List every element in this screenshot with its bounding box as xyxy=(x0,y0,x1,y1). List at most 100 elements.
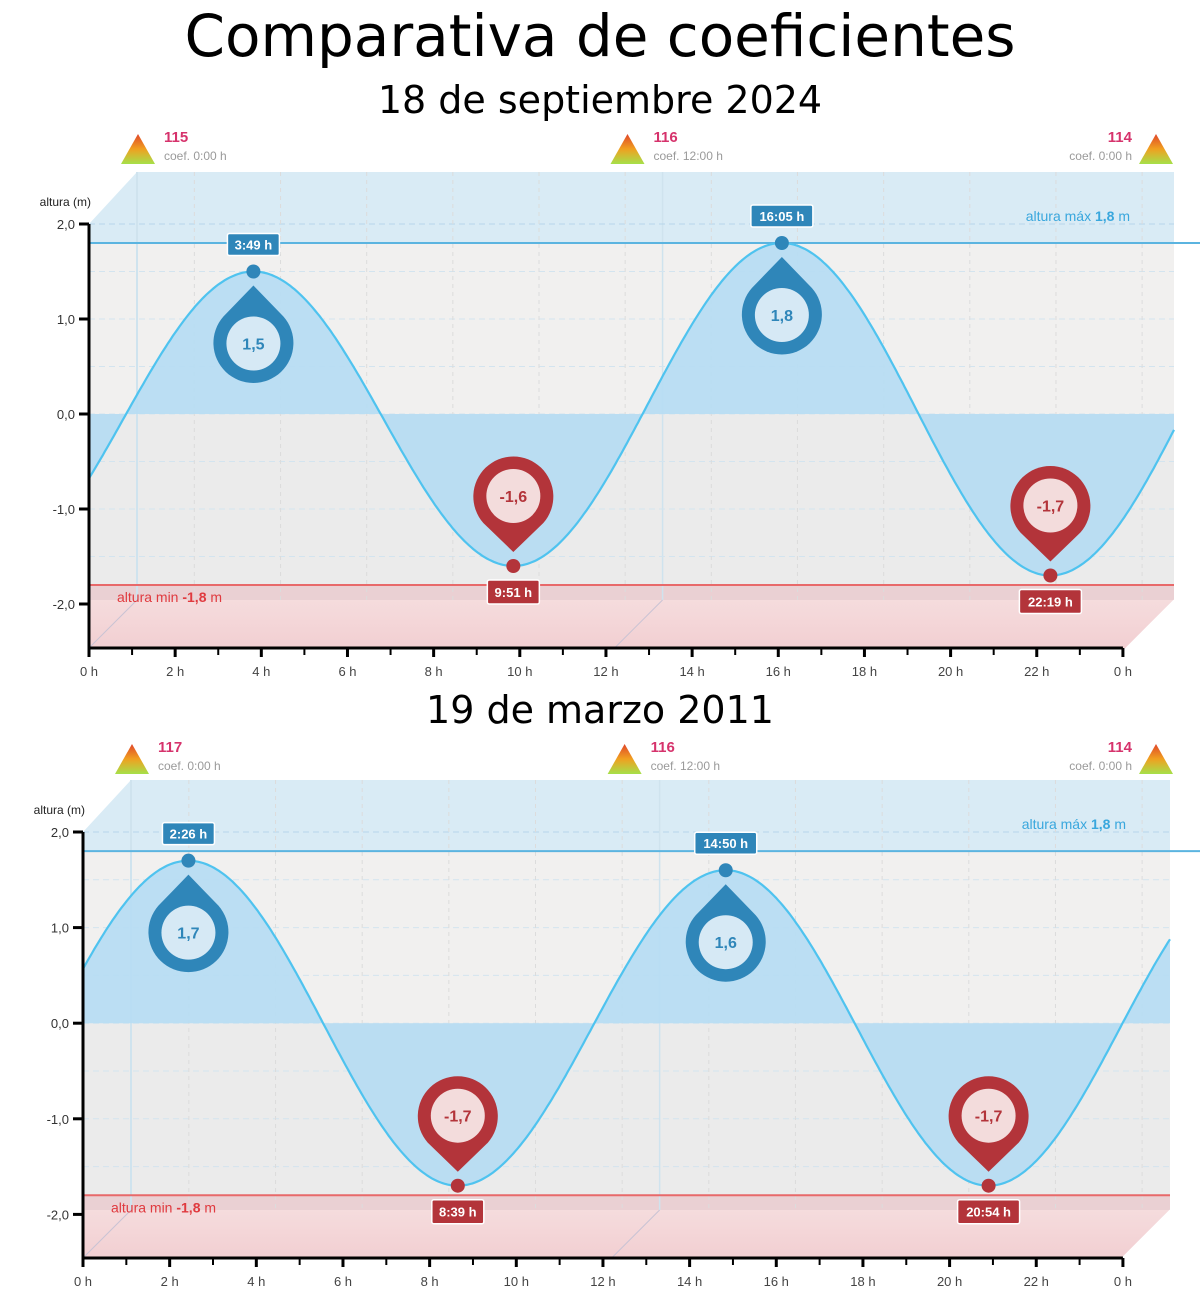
coefficient-value: 114 xyxy=(1108,739,1133,756)
time-badge xyxy=(956,1198,1021,1225)
coefficient-label: coef. 0:00 h xyxy=(1069,759,1132,773)
coefficient-triangle-icon xyxy=(610,134,645,164)
y-tick-label: -1,0 xyxy=(47,1112,69,1127)
x-tick-label: 14 h xyxy=(679,664,704,679)
perspective-line xyxy=(82,1209,132,1259)
page-title: Comparativa de coeficientes xyxy=(184,2,1016,70)
pin-inner xyxy=(1023,478,1078,533)
time-badge-text: 9:51 h xyxy=(495,585,533,600)
coefficient-label: coef. 12:00 h xyxy=(654,149,723,163)
time-badge xyxy=(431,1198,485,1225)
droplet-inner xyxy=(754,288,809,342)
tide-chart-1: altura máx 1,8 m altura min -1,8 m altura … xyxy=(40,129,1200,679)
y-axis-label: altura (m) xyxy=(40,195,91,209)
floor-plane xyxy=(83,1210,1170,1258)
x-tick-label: 0 h xyxy=(74,1274,92,1289)
x-tick-label: 2 h xyxy=(161,1274,179,1289)
time-badge xyxy=(750,204,814,228)
x-tick-label: 0 h xyxy=(80,664,98,679)
pin-inner xyxy=(961,1088,1016,1143)
y-tick-label: 2,0 xyxy=(57,217,75,232)
y-tick-label: 1,0 xyxy=(51,921,69,936)
y-tick-label: 1,0 xyxy=(57,312,75,327)
x-tick-label: 12 h xyxy=(590,1274,615,1289)
time-badge-text: 8:39 h xyxy=(439,1205,477,1220)
high-tide-marker: 16:05 h 1,8 xyxy=(741,204,822,355)
tide-chart-2: altura máx 1,8 m altura min -1,8 m altura … xyxy=(34,739,1200,1289)
min-zone-band xyxy=(89,585,1174,600)
max-height-label: altura máx 1,8 m xyxy=(1026,208,1130,224)
x-tick-label: 10 h xyxy=(504,1274,529,1289)
min-height-label: altura min -1,8 m xyxy=(111,1199,216,1215)
time-badge-text: 20:54 h xyxy=(966,1205,1011,1220)
time-badge xyxy=(486,579,541,605)
x-tick-label: 20 h xyxy=(937,1274,962,1289)
perspective-line xyxy=(1125,599,1175,649)
y-tick-label: 0,0 xyxy=(57,407,75,422)
extreme-dot xyxy=(718,863,733,878)
high-tide-marker: 2:26 h 1,7 xyxy=(148,821,229,973)
floor-plane xyxy=(89,600,1174,648)
time-badge xyxy=(226,232,281,257)
x-tick-label: 16 h xyxy=(764,1274,789,1289)
perspective-line xyxy=(88,599,138,649)
coefficient-label: coef. 0:00 h xyxy=(1069,149,1132,163)
low-tide-marker: -1,7 20:54 h xyxy=(948,1076,1029,1225)
x-tick-label: 2 h xyxy=(166,664,184,679)
y-tick-label: -2,0 xyxy=(47,1207,69,1222)
droplet-inner xyxy=(698,915,753,970)
time-badge xyxy=(693,831,758,855)
high-tide-marker: 14:50 h 1,6 xyxy=(685,831,766,982)
x-tick-label: 4 h xyxy=(247,1274,265,1289)
perspective-line xyxy=(614,599,663,649)
pin-inner xyxy=(486,469,541,523)
x-tick-label: 8 h xyxy=(421,1274,439,1289)
coefficient-left: 115 coef. 0:00 h xyxy=(121,129,227,164)
tide-curve xyxy=(88,241,1175,577)
coefficient-triangle-icon xyxy=(1139,744,1173,774)
min-zone-band xyxy=(83,1195,1170,1210)
coefficient-left: 117 coef. 0:00 h xyxy=(115,739,221,774)
coefficient-triangle-icon xyxy=(1139,134,1173,164)
time-badge xyxy=(161,821,216,846)
x-tick-label: 6 h xyxy=(338,664,356,679)
time-badge-text: 22:19 h xyxy=(1028,595,1073,610)
y-tick-label: 2,0 xyxy=(51,825,69,840)
chart-1-subtitle: 18 de septiembre 2024 xyxy=(377,78,823,122)
coefficient-value: 116 xyxy=(651,739,675,756)
low-tide-marker: -1,6 9:51 h xyxy=(473,456,554,605)
time-badge xyxy=(1018,588,1083,615)
y-tick-label: -1,0 xyxy=(53,502,75,517)
coefficient-label: coef. 12:00 h xyxy=(651,759,720,773)
x-tick-label: 4 h xyxy=(252,664,270,679)
coefficient-label: coef. 0:00 h xyxy=(158,759,221,773)
y-axis-label: altura (m) xyxy=(34,803,85,817)
height-value: -1,7 xyxy=(444,1109,472,1126)
perspective-line xyxy=(1121,1209,1171,1259)
droplet-inner xyxy=(161,905,216,960)
x-tick-label: 22 h xyxy=(1024,1274,1049,1289)
x-tick-label: 22 h xyxy=(1024,664,1049,679)
x-tick-label: 12 h xyxy=(593,664,618,679)
max-height-label: altura máx 1,8 m xyxy=(1022,816,1126,832)
height-value: 1,8 xyxy=(771,308,793,325)
height-value: 1,6 xyxy=(715,935,737,952)
time-badge-text: 14:50 h xyxy=(703,836,748,851)
y-tick-label: 0,0 xyxy=(51,1016,69,1031)
height-value: 1,7 xyxy=(177,926,199,943)
coefficient-right: 114 coef. 0:00 h xyxy=(1069,739,1173,774)
extreme-dot xyxy=(181,853,196,868)
coefficient-label: coef. 0:00 h xyxy=(164,149,227,163)
coefficient-right: 114 coef. 0:00 h xyxy=(1069,129,1173,164)
time-badge-text: 3:49 h xyxy=(235,238,273,253)
pin-inner xyxy=(430,1088,485,1143)
x-tick-label: 16 h xyxy=(766,664,791,679)
coefficient-value: 115 xyxy=(164,129,188,146)
coefficient-triangle-icon xyxy=(607,744,642,774)
extreme-dot xyxy=(1043,568,1058,583)
extreme-dot xyxy=(774,236,789,250)
height-value: 1,5 xyxy=(242,337,264,354)
time-badge-text: 16:05 h xyxy=(759,209,804,224)
height-value: -1,6 xyxy=(500,489,528,506)
x-tick-label: 0 h xyxy=(1114,1274,1132,1289)
